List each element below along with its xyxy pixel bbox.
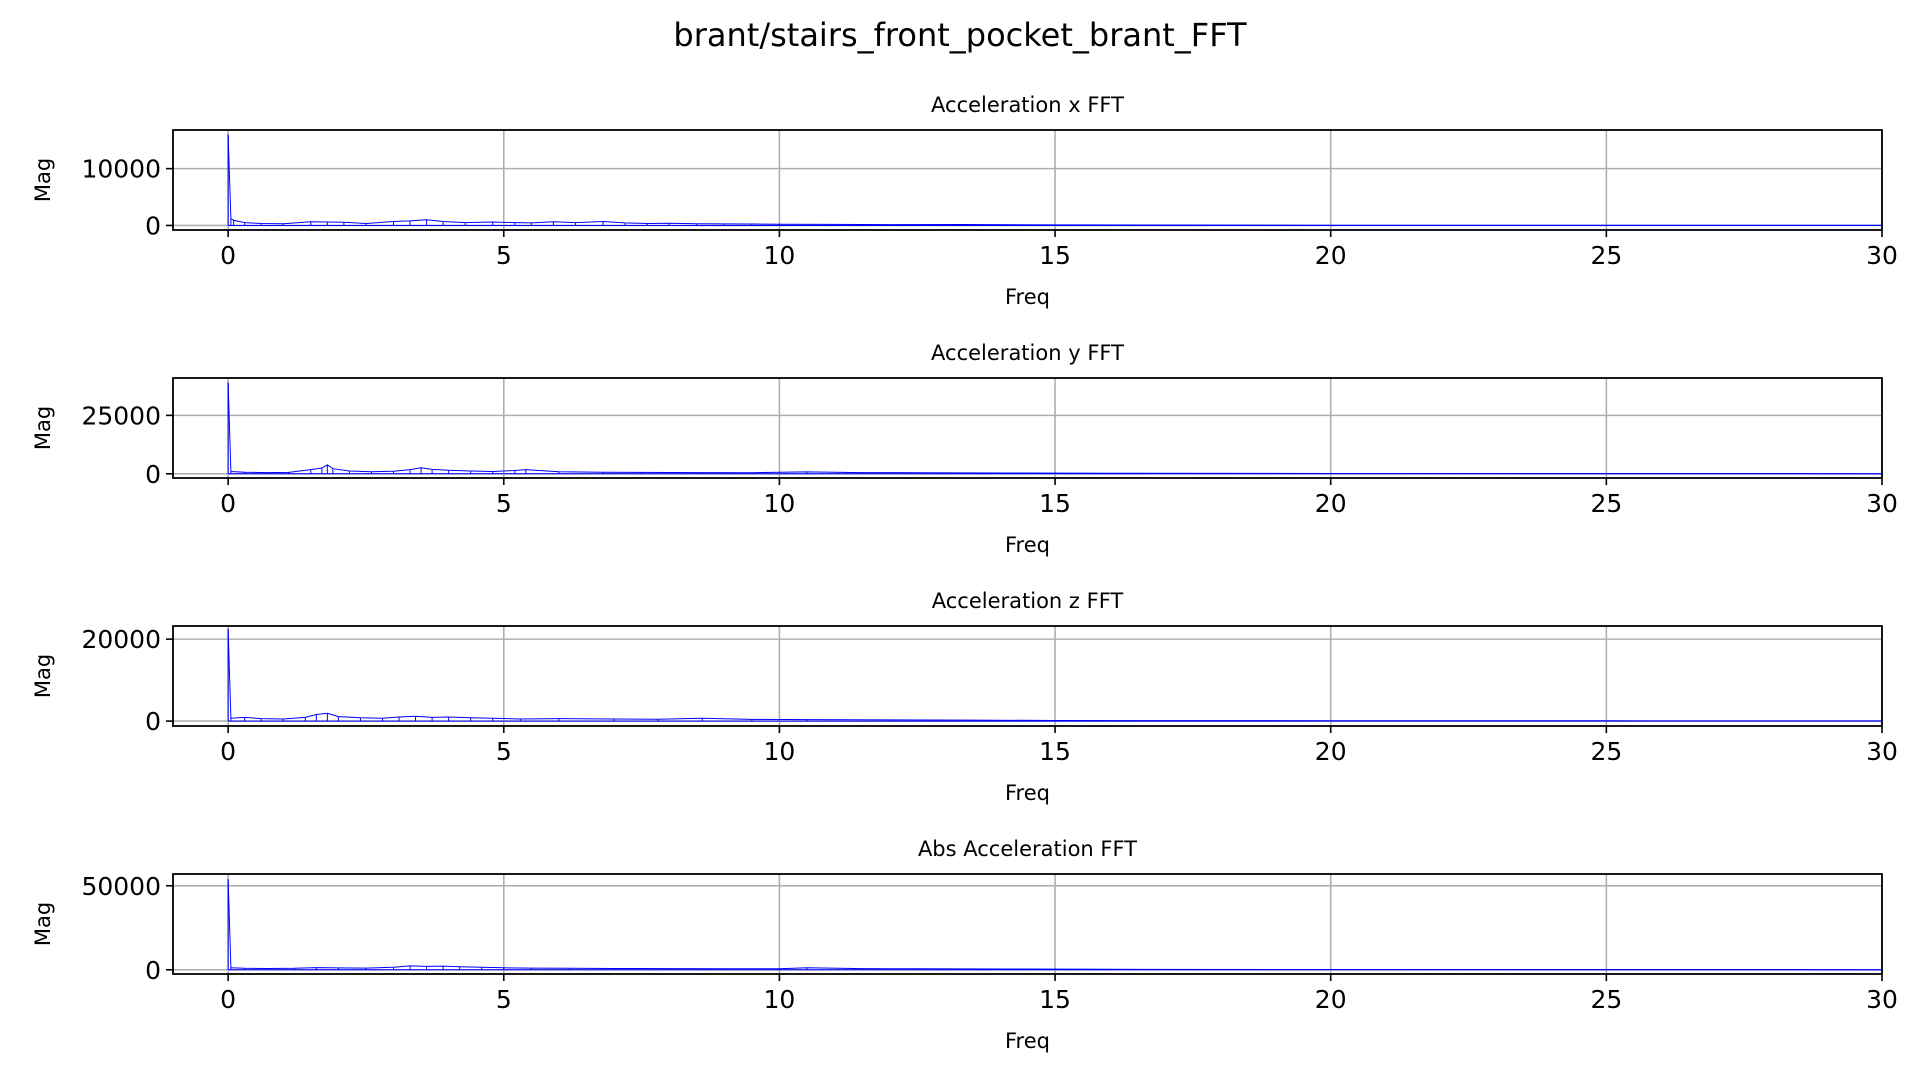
x-tick-label: 0	[220, 489, 236, 518]
x-tick-label: 30	[1866, 241, 1898, 270]
subplot-title: Acceleration z FFT	[932, 589, 1124, 613]
y-tick-label: 0	[145, 460, 161, 489]
x-tick-label: 20	[1315, 985, 1347, 1014]
series-line	[227, 628, 1883, 722]
x-tick-label: 0	[220, 241, 236, 270]
x-tick-label: 5	[496, 489, 512, 518]
x-tick-label: 15	[1039, 241, 1071, 270]
subplot-2: 0 5 10 15 20 25 30 0 25000 Acceleration y FFT Freq…	[31, 341, 1898, 557]
y-tick-label: 50000	[81, 872, 161, 901]
x-tick-label: 20	[1315, 489, 1347, 518]
x-axis-label: Freq	[1005, 285, 1050, 309]
y-tick-label: 20000	[81, 625, 161, 654]
x-tick-label: 10	[764, 985, 796, 1014]
x-tick-label: 20	[1315, 241, 1347, 270]
y-axis-label: Mag	[31, 902, 55, 946]
series-line	[227, 878, 1883, 971]
y-axis-label: Mag	[31, 158, 55, 202]
x-tick-label: 5	[496, 241, 512, 270]
x-axis-label: Freq	[1005, 1029, 1050, 1053]
x-tick-label: 5	[496, 985, 512, 1014]
x-tick-label: 25	[1590, 241, 1622, 270]
x-tick-label: 30	[1866, 489, 1898, 518]
y-tick-label: 0	[145, 956, 161, 985]
x-tick-label: 15	[1039, 737, 1071, 766]
figure-title: brant/stairs_front_pocket_brant_FFT	[673, 16, 1247, 54]
series-line	[227, 382, 1883, 475]
plot-frame	[172, 377, 1883, 479]
y-tick-label: 25000	[81, 401, 161, 430]
y-axis-label: Mag	[31, 406, 55, 450]
y-tick-label: 0	[145, 211, 161, 240]
x-tick-label: 10	[764, 241, 796, 270]
series-line	[227, 134, 1883, 226]
plot-frame	[172, 129, 1883, 231]
x-tick-label: 15	[1039, 985, 1071, 1014]
x-tick-label: 10	[764, 737, 796, 766]
y-tick-label: 0	[145, 707, 161, 736]
plot-frame	[172, 625, 1883, 727]
x-tick-label: 25	[1590, 737, 1622, 766]
subplot-title: Acceleration x FFT	[931, 93, 1124, 117]
x-tick-label: 0	[220, 985, 236, 1014]
x-axis-label: Freq	[1005, 781, 1050, 805]
subplot-4: 0 5 10 15 20 25 30 0 50000 Abs Acceleration FFT Fr…	[31, 837, 1898, 1053]
plot-frame	[172, 873, 1883, 975]
x-tick-label: 5	[496, 737, 512, 766]
y-axis-label: Mag	[31, 654, 55, 698]
subplot-title: Abs Acceleration FFT	[918, 837, 1137, 861]
subplot-3: 0 5 10 15 20 25 30 0 20000 Acceleration z FFT Freq…	[31, 589, 1898, 805]
x-tick-label: 30	[1866, 737, 1898, 766]
subplot-1: 0 5 10 15 20 25 30 0 10000 Acceleration x FFT Freq…	[31, 93, 1898, 309]
x-tick-label: 0	[220, 737, 236, 766]
y-tick-label: 10000	[81, 155, 161, 184]
subplot-title: Acceleration y FFT	[931, 341, 1124, 365]
x-tick-label: 15	[1039, 489, 1071, 518]
x-tick-label: 10	[764, 489, 796, 518]
x-tick-label: 20	[1315, 737, 1347, 766]
x-tick-label: 30	[1866, 985, 1898, 1014]
x-tick-label: 25	[1590, 985, 1622, 1014]
x-axis-label: Freq	[1005, 533, 1050, 557]
x-tick-label: 25	[1590, 489, 1622, 518]
